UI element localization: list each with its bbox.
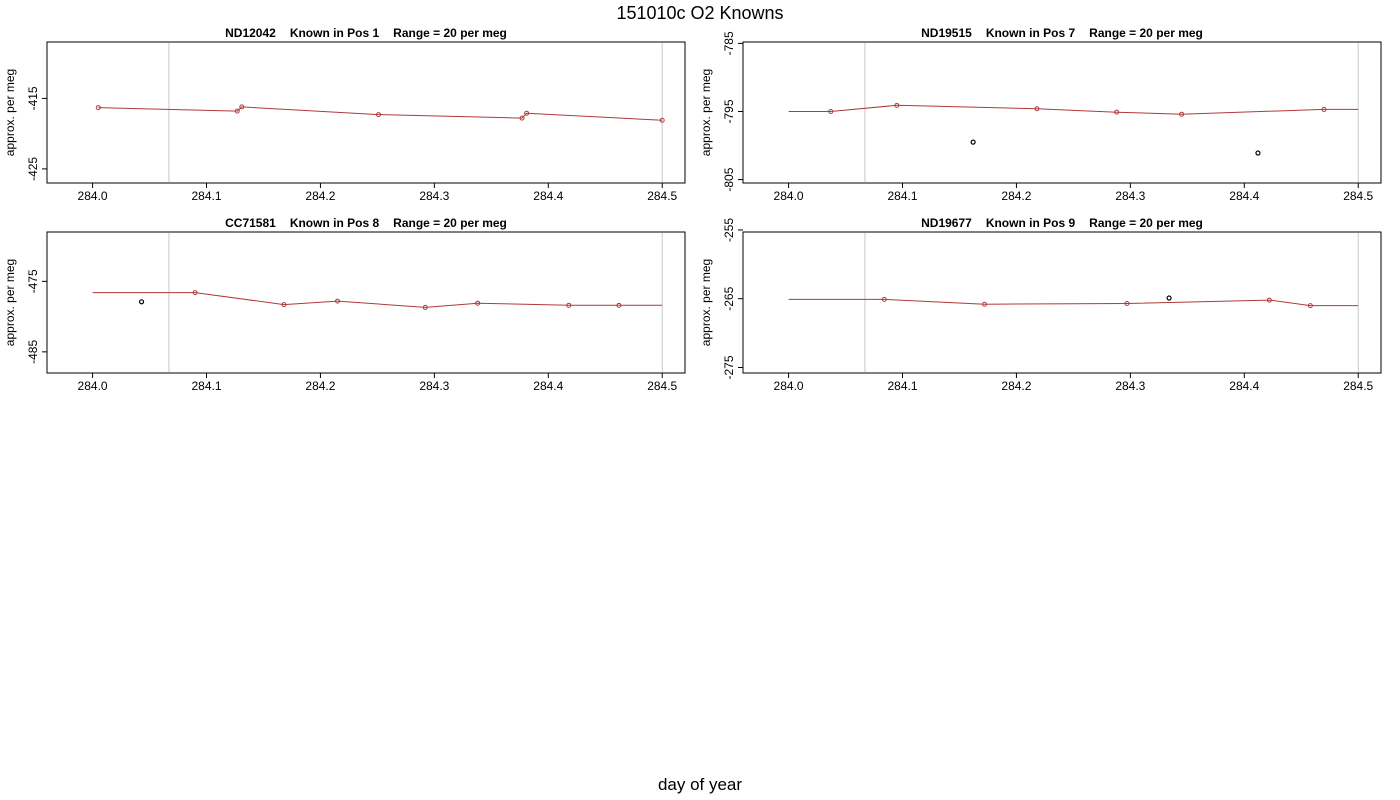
panel-title-part-0: ND19677	[921, 216, 972, 230]
x-tick-label-1: 284.1	[191, 189, 221, 203]
data-point-5	[1307, 303, 1313, 309]
panel-title-part-2: Range = 20 per meg	[1089, 26, 1203, 40]
y-tick-label-2: -275	[722, 355, 736, 379]
panel-title-part-0: ND19515	[921, 26, 972, 40]
data-point-3	[376, 112, 382, 118]
x-tick-label-0: 284.0	[78, 189, 108, 203]
data-point-3	[335, 298, 341, 304]
data-point-1	[234, 108, 240, 114]
data-point-2	[281, 302, 287, 308]
panel-title-part-0: CC71581	[225, 216, 276, 230]
data-point-4	[1114, 109, 1120, 115]
y-tick-label-0: -415	[26, 86, 40, 110]
panel-title-part-1: Known in Pos 9	[986, 216, 1076, 230]
data-point-6	[566, 302, 572, 308]
series-line-0	[788, 298, 1359, 307]
outlier-point-1	[1255, 150, 1261, 156]
y-axis-label: approx. per meg	[699, 69, 713, 156]
data-point-2	[239, 104, 245, 110]
panel-4: ND19677 Known in Pos 9 Range = 20 per meg 2…	[699, 216, 1382, 393]
panel-title-part-1: Known in Pos 1	[290, 26, 380, 40]
x-tick-label-3: 284.3	[419, 189, 449, 203]
y-tick-label-1: -425	[26, 157, 40, 181]
page-title: 151010c O2 Knowns	[616, 3, 784, 23]
plot-frame	[742, 231, 1382, 374]
x-tick-label-2: 284.2	[1001, 189, 1031, 203]
data-point-5	[475, 300, 481, 306]
panel-title-part-1: Known in Pos 8	[290, 216, 380, 230]
outlier-point-0	[138, 299, 145, 305]
data-point-1	[192, 290, 198, 296]
x-tick-label-2: 284.2	[305, 379, 335, 393]
y-tick-label-1: -795	[722, 99, 736, 123]
data-point-5	[1179, 111, 1185, 117]
y-tick-label-1: -485	[26, 340, 40, 364]
y-axis-label: approx. per meg	[3, 69, 17, 156]
y-tick-label-0: -255	[722, 218, 736, 242]
x-tick-label-3: 284.3	[1115, 379, 1145, 393]
data-point-4	[422, 304, 428, 310]
data-point-6	[1321, 106, 1327, 112]
data-point-4	[519, 115, 525, 121]
panel-title-part-2: Range = 20 per meg	[393, 216, 507, 230]
x-tick-label-1: 284.1	[191, 379, 221, 393]
y-tick-label-0: -785	[722, 31, 736, 55]
x-tick-label-5: 284.5	[1343, 379, 1373, 393]
x-tick-label-4: 284.4	[533, 189, 563, 203]
panel-1: ND12042 Known in Pos 1 Range = 20 per meg 2…	[3, 26, 686, 203]
x-tick-label-5: 284.5	[1343, 189, 1373, 203]
x-tick-label-0: 284.0	[78, 379, 108, 393]
x-tick-label-5: 284.5	[647, 379, 677, 393]
plot-frame	[46, 231, 686, 374]
x-tick-label-3: 284.3	[419, 379, 449, 393]
data-point-2	[894, 102, 900, 108]
y-axis-label: approx. per meg	[3, 259, 17, 346]
x-tick-label-4: 284.4	[1229, 189, 1259, 203]
panel-title-part-1: Known in Pos 7	[986, 26, 1076, 40]
outlier-point-0	[1166, 295, 1172, 301]
x-tick-label-4: 284.4	[1229, 379, 1259, 393]
data-point-1	[828, 108, 834, 114]
data-point-2	[982, 301, 988, 307]
data-point-3	[1034, 106, 1040, 112]
data-point-3	[1124, 301, 1130, 307]
panel-title-part-0: ND12042	[225, 26, 276, 40]
series-line-0	[788, 104, 1359, 115]
data-point-6	[659, 117, 665, 123]
x-tick-label-3: 284.3	[1115, 189, 1145, 203]
x-tick-label-0: 284.0	[774, 379, 804, 393]
outlier-point-0	[970, 139, 976, 145]
plot-frame	[742, 41, 1382, 184]
panel-title: ND12042 Known in Pos 1 Range = 20 per meg	[225, 26, 507, 40]
data-point-5	[524, 110, 530, 116]
x-tick-label-5: 284.5	[647, 189, 677, 203]
panel-title: CC71581 Known in Pos 8 Range = 20 per meg	[225, 216, 507, 230]
data-point-4	[1266, 297, 1272, 303]
series-line-0	[92, 292, 663, 308]
x-tick-label-1: 284.1	[887, 379, 917, 393]
plot-frame	[46, 41, 686, 184]
data-point-0	[95, 105, 101, 111]
panel-title-part-2: Range = 20 per meg	[1089, 216, 1203, 230]
panel-title: ND19677 Known in Pos 9 Range = 20 per meg	[921, 216, 1203, 230]
y-tick-label-0: -475	[26, 269, 40, 293]
x-tick-label-1: 284.1	[887, 189, 917, 203]
panel-title: ND19515 Known in Pos 7 Range = 20 per meg	[921, 26, 1203, 40]
x-tick-label-2: 284.2	[305, 189, 335, 203]
series-line-0	[98, 106, 663, 121]
x-tick-label-4: 284.4	[533, 379, 563, 393]
data-point-1	[881, 296, 887, 302]
panel-2: ND19515 Known in Pos 7 Range = 20 per meg 2…	[699, 26, 1382, 203]
panel-title-part-2: Range = 20 per meg	[393, 26, 507, 40]
y-tick-label-1: -265	[722, 286, 736, 310]
y-axis-label: approx. per meg	[699, 259, 713, 346]
x-axis-label: day of year	[657, 775, 743, 794]
data-point-7	[616, 302, 622, 308]
panel-3: CC71581 Known in Pos 8 Range = 20 per meg 2…	[3, 216, 686, 393]
x-tick-label-0: 284.0	[774, 189, 804, 203]
y-tick-label-2: -805	[722, 167, 736, 191]
x-tick-label-2: 284.2	[1001, 379, 1031, 393]
